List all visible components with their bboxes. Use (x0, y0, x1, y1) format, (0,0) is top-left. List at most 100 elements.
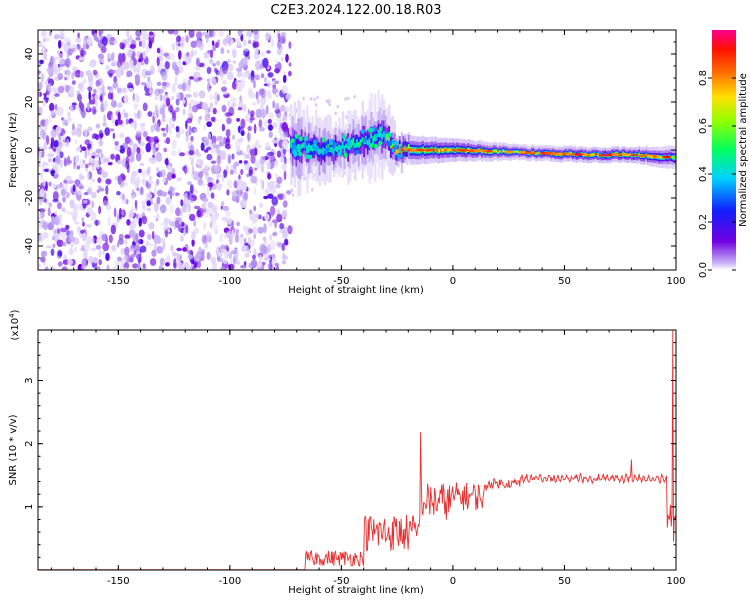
heatmap-noise-cell (154, 96, 159, 101)
heatmap-noise-cell (163, 217, 169, 226)
heatmap-noise-cell (43, 198, 48, 203)
heatmap-noise-cell (66, 155, 71, 166)
heatmap-noise-cell (255, 108, 262, 119)
heatmap-noise-cell (194, 50, 197, 56)
heatmap-noise-cell (148, 40, 153, 49)
heatmap-noise-cell (78, 57, 85, 61)
heatmap-noise-cell (42, 37, 47, 43)
heatmap-noise-cell (180, 128, 185, 135)
heatmap-signal-cell (372, 136, 375, 146)
heatmap-signal-cell (382, 131, 386, 138)
heatmap-signal-cell (314, 146, 318, 152)
heatmap-noise-cell (85, 236, 93, 245)
heatmap-signal-cell (290, 138, 295, 144)
heatmap-noise-cell (182, 99, 186, 104)
heatmap-noise-cell (188, 78, 191, 87)
heatmap-noise-cell (262, 236, 267, 241)
heatmap-noise-cell (50, 110, 56, 116)
heatmap-noise-cell (133, 103, 139, 110)
heatmap-noise-cell (123, 94, 129, 105)
heatmap-noise-cell (236, 36, 240, 46)
heatmap-noise-cell (88, 79, 94, 87)
heatmap-noise-cell (248, 36, 251, 44)
heatmap-noise-cell (53, 56, 61, 61)
heatmap-noise-cell (214, 164, 220, 173)
heatmap-noise-cell (165, 262, 170, 267)
heatmap-noise-cell (81, 258, 87, 269)
heatmap-noise-cell (268, 112, 275, 119)
heatmap-noise-cell (264, 188, 270, 194)
heatmap-noise-cell (91, 200, 95, 209)
heatmap-noise-cell (284, 238, 289, 246)
heatmap-noise-cell (277, 33, 281, 42)
heatmap-noise-cell (113, 40, 118, 45)
heatmap-noise-cell (122, 174, 126, 181)
heatmap-noise-cell (73, 105, 76, 110)
heatmap-noise-cell (92, 257, 99, 264)
heatmap-noise-cell (44, 122, 48, 131)
heatmap-signal-cell (423, 149, 427, 153)
heatmap-signal-cell (329, 138, 334, 144)
heatmap-noise-cell (81, 146, 87, 151)
heatmap-signal-cell (454, 149, 457, 152)
heatmap-noise-cell (88, 90, 91, 101)
heatmap-noise-cell (130, 244, 136, 250)
heatmap-noise-cell (189, 213, 196, 222)
heatmap-noise-cell (279, 222, 285, 230)
heatmap-noise-cell (171, 173, 176, 179)
heatmap-noise-cell (107, 86, 112, 90)
heatmap-noise-cell (275, 102, 280, 111)
heatmap-noise-cell (67, 48, 73, 56)
heatmap-noise-cell (265, 141, 270, 149)
heatmap-noise-cell (287, 225, 293, 235)
heatmap-noise-cell (88, 157, 95, 164)
heatmap-noise-cell (163, 52, 170, 57)
heatmap-signal-cell (326, 146, 330, 152)
heatmap-signal-cell (315, 142, 318, 149)
heatmap-noise-cell (79, 49, 87, 56)
heatmap-noise-cell (164, 60, 170, 70)
heatmap-noise-cell (203, 201, 208, 206)
heatmap-noise-cell (236, 260, 240, 265)
heatmap-signal-cell (497, 151, 500, 154)
heatmap-noise-cell (227, 63, 234, 72)
heatmap-noise-cell (136, 254, 140, 259)
heatmap-signal-cell (369, 143, 374, 149)
heatmap-noise-cell (170, 244, 174, 252)
heatmap-noise-cell (140, 239, 144, 245)
heatmap-noise-cell (160, 118, 167, 123)
heatmap-noise-cell (76, 127, 82, 138)
heatmap-noise-cell (51, 215, 55, 226)
heatmap-noise-cell (232, 134, 235, 141)
heatmap-signal-cell (662, 155, 672, 159)
heatmap-noise-cell (52, 148, 56, 152)
heatmap-noise-cell (122, 142, 129, 149)
heatmap-noise-cell (125, 199, 129, 205)
heatmap-noise-cell (159, 50, 164, 57)
heatmap-noise-cell (156, 166, 159, 174)
heatmap-noise-cell (208, 58, 214, 64)
heatmap-noise-cell (222, 205, 230, 211)
heatmap-noise-cell (234, 170, 237, 175)
heatmap-signal-cell (353, 143, 358, 149)
heatmap-noise-cell (135, 130, 143, 137)
heatmap-noise-cell (178, 262, 184, 270)
heatmap-signal-cell (387, 132, 392, 138)
heatmap-noise-cell (147, 233, 152, 240)
heatmap-noise-cell (175, 98, 180, 106)
heatmap-noise-cell (58, 59, 65, 65)
heatmap-noise-cell (186, 117, 193, 124)
heatmap-noise-cell (263, 195, 269, 200)
heatmap-noise-cell (221, 123, 226, 132)
heatmap-noise-cell (224, 251, 230, 259)
heatmap-noise-cell (95, 219, 98, 226)
heatmap-noise-cell (269, 234, 273, 241)
heatmap-noise-cell (181, 206, 188, 213)
heatmap-noise-cell (206, 146, 212, 151)
snr-scale-prefix: (x10 (10, 318, 21, 341)
heatmap-noise-cell (98, 129, 104, 140)
heatmap-signal-cell (304, 136, 309, 142)
heatmap-signal-cell (298, 136, 303, 142)
heatmap-noise-cell (206, 66, 212, 75)
heatmap-noise-cell (65, 59, 70, 65)
